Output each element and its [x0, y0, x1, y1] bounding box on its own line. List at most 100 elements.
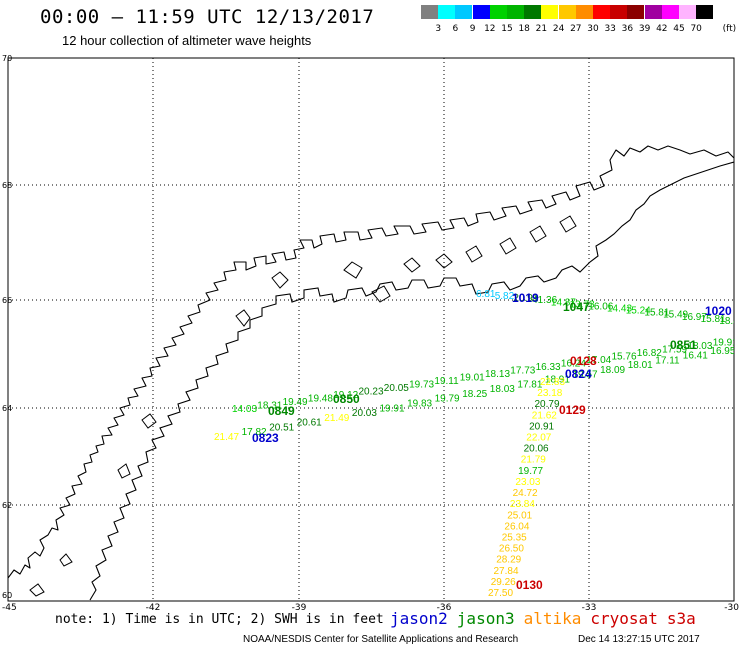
color-scale-label: 42	[656, 24, 668, 34]
wave-height-value: 17.11	[655, 355, 680, 366]
wave-height-value: 19.57	[573, 370, 598, 381]
wave-height-value: 16.82	[637, 348, 662, 359]
wave-height-value: 18.09	[600, 365, 625, 376]
wave-height-value: 15.76	[612, 352, 637, 363]
longitude-tick-label: -36	[437, 603, 452, 613]
wave-height-value: 16.33	[536, 362, 561, 373]
wave-height-value: 21.62	[532, 410, 557, 421]
longitude-tick-label: -30	[724, 603, 739, 613]
wave-height-value: 18.45	[719, 316, 740, 327]
color-swatch	[489, 5, 507, 19]
credit-line: NOAA/NESDIS Center for Satellite Applica…	[243, 634, 519, 645]
pass-time-label: 0850	[333, 392, 360, 406]
middle-track: 14.03 18.31 19.49 19.48 19.12 20.23 20.05 19.73…	[232, 338, 738, 416]
wave-height-value: 28.29	[496, 555, 521, 566]
wave-height-value: 20.61	[297, 418, 322, 429]
wave-height-value: 20.51	[269, 422, 294, 433]
color-scale-label: 27	[570, 24, 582, 34]
latitude-tick-label: 70	[2, 54, 12, 63]
wave-height-value: 23.03	[515, 477, 540, 488]
color-scale-label: 12	[484, 24, 496, 34]
wave-height-value: 19.83	[407, 399, 432, 410]
wave-height-value: 25.01	[507, 510, 532, 521]
wave-height-value: 21.47	[214, 432, 239, 443]
wave-height-value: 19.01	[460, 373, 485, 384]
color-scale-label: 24	[552, 24, 565, 34]
legend-item-altika: altika	[523, 609, 582, 628]
pass-time-label: 0824	[565, 367, 592, 381]
color-scale-label: 15	[501, 24, 513, 34]
wave-height-value: 18.31	[257, 401, 282, 412]
wave-height-value: 16.97	[682, 312, 707, 323]
wave-height-value: 19.91	[713, 338, 738, 349]
wave-height-value: 20.05	[384, 383, 409, 394]
color-scale-label: 6	[452, 24, 459, 34]
wave-height-value: 19.91	[380, 403, 405, 414]
wave-height-value: 15.24	[626, 306, 651, 317]
longitude-tick-label: -42	[146, 603, 161, 613]
color-swatch	[661, 5, 679, 19]
wave-height-value: 18.03	[490, 384, 515, 395]
greenland-coastline	[8, 145, 734, 601]
units-note: note: 1) Time is in UTC; 2) SWH is in fe…	[55, 612, 384, 627]
wave-height-value: 21.49	[324, 413, 349, 424]
wave-height-value: 23.84	[510, 499, 535, 510]
color-scale-label: 36	[621, 24, 634, 34]
pass-time-label: 1020	[705, 304, 732, 318]
altimeter-tracks: 6.81 5.82 20.9141.3614.8713.7316.0614.4315…	[214, 289, 740, 599]
wave-height-value: 16.95	[710, 346, 735, 357]
color-swatch	[644, 5, 662, 19]
pass-time-label: 0851	[670, 338, 697, 352]
wave-height-value: 18.03	[687, 341, 712, 352]
color-swatch	[438, 5, 456, 19]
wave-height-value: 26.50	[499, 544, 524, 555]
wave-height-value: 17.73	[510, 366, 535, 377]
wave-height-value: 20.23	[359, 387, 384, 398]
wave-height-value: 19.79	[435, 394, 460, 405]
pass-time-label: 0128	[570, 354, 597, 368]
wave-height-value: 16.24	[561, 359, 586, 370]
legend-item-s3a: s3a	[666, 609, 696, 628]
legend-item-jason2: jason2	[390, 609, 448, 628]
color-swatch	[507, 5, 524, 19]
wave-height-value: 15.49	[663, 310, 688, 321]
color-swatch	[575, 5, 593, 19]
wave-height-value: 18.01	[628, 360, 653, 371]
wave-height-value: 19.12	[333, 390, 358, 401]
color-swatch	[472, 5, 490, 19]
color-scale-label: 70	[690, 24, 702, 34]
latitude-tick-label: 68	[2, 181, 12, 190]
wave-height-value: 18.25	[462, 389, 487, 400]
wave-height-value: 16.41	[683, 351, 708, 362]
satellite-legend: jason2 jason3 altika cryosat s3a	[390, 609, 705, 628]
legend-item-cryosat: cryosat	[590, 609, 658, 628]
wave-height-value: 15.81	[701, 314, 726, 325]
generated-timestamp: Dec 14 13:27:15 UTC 2017	[578, 634, 700, 645]
northern-track: 6.81 5.82 20.9141.3614.8713.7316.0614.4315…	[476, 289, 740, 327]
longitude-tick-label: -33	[582, 603, 597, 613]
wave-height-value: 22.07	[526, 433, 551, 444]
wave-height-value: 23.18	[537, 388, 562, 399]
color-swatch	[455, 5, 473, 19]
pass-time-label: 1019	[512, 291, 539, 305]
wave-height-value: 26.04	[504, 521, 529, 532]
wave-height-value: 14.43	[607, 304, 632, 315]
wave-height-value: 18.13	[485, 369, 510, 380]
pass-time-label: 0849	[268, 404, 295, 418]
latitude-tick-labels: 70 68 66 64 62 60	[2, 54, 12, 600]
color-swatch	[524, 5, 542, 19]
longitude-tick-labels: -45 -42 -39 -36 -33 -30	[2, 603, 739, 613]
graticule	[8, 58, 734, 601]
longitude-tick-label: -45	[2, 603, 17, 613]
map-subtitle: 12 hour collection of altimeter wave hei…	[62, 33, 312, 48]
wave-height-value: 18.91	[545, 375, 570, 386]
color-swatch	[541, 5, 559, 19]
latitude-tick-label: 64	[2, 404, 12, 413]
wave-height-value: 19.73	[409, 380, 434, 391]
color-swatch	[558, 5, 576, 19]
wave-height-value: 41.36	[532, 295, 557, 306]
wave-height-value: 21.79	[521, 455, 546, 466]
wave-height-value: 19.48	[308, 394, 333, 405]
